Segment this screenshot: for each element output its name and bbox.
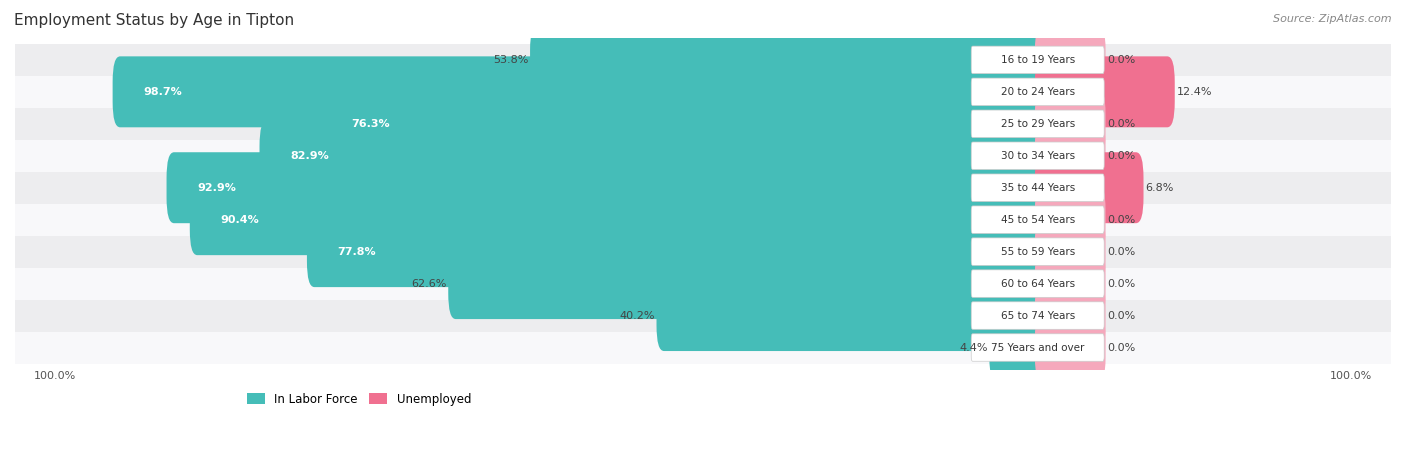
Text: 75 Years and over: 75 Years and over	[991, 342, 1084, 352]
FancyBboxPatch shape	[972, 270, 1104, 297]
FancyBboxPatch shape	[972, 174, 1104, 202]
Text: 100.0%: 100.0%	[34, 370, 76, 381]
Text: 53.8%: 53.8%	[494, 55, 529, 65]
FancyBboxPatch shape	[972, 334, 1104, 361]
Text: 76.3%: 76.3%	[352, 119, 391, 129]
Bar	[15, 268, 1391, 300]
FancyBboxPatch shape	[972, 206, 1104, 234]
Text: 25 to 29 Years: 25 to 29 Years	[1001, 119, 1074, 129]
Text: 40.2%: 40.2%	[619, 310, 655, 320]
Text: Source: ZipAtlas.com: Source: ZipAtlas.com	[1274, 14, 1392, 23]
FancyBboxPatch shape	[972, 110, 1104, 138]
Text: 45 to 54 Years: 45 to 54 Years	[1001, 215, 1074, 225]
Text: 35 to 44 Years: 35 to 44 Years	[1001, 183, 1074, 193]
Text: Employment Status by Age in Tipton: Employment Status by Age in Tipton	[14, 14, 294, 28]
Text: 0.0%: 0.0%	[1108, 119, 1136, 129]
Bar	[15, 76, 1391, 108]
FancyBboxPatch shape	[166, 152, 1045, 223]
FancyBboxPatch shape	[449, 248, 1045, 319]
Text: 16 to 19 Years: 16 to 19 Years	[1001, 55, 1074, 65]
Bar	[15, 332, 1391, 364]
FancyBboxPatch shape	[972, 78, 1104, 106]
FancyBboxPatch shape	[112, 56, 1045, 127]
FancyBboxPatch shape	[1035, 120, 1105, 191]
Text: 4.4%: 4.4%	[959, 342, 987, 352]
Text: 0.0%: 0.0%	[1108, 279, 1136, 288]
FancyBboxPatch shape	[1035, 280, 1105, 351]
FancyBboxPatch shape	[530, 24, 1045, 95]
Text: 0.0%: 0.0%	[1108, 247, 1136, 256]
Text: 0.0%: 0.0%	[1108, 342, 1136, 352]
FancyBboxPatch shape	[972, 302, 1104, 329]
FancyBboxPatch shape	[260, 120, 1045, 191]
Text: 6.8%: 6.8%	[1146, 183, 1174, 193]
FancyBboxPatch shape	[1035, 56, 1175, 127]
Bar	[15, 172, 1391, 204]
Text: 60 to 64 Years: 60 to 64 Years	[1001, 279, 1074, 288]
FancyBboxPatch shape	[1035, 152, 1143, 223]
Bar	[15, 236, 1391, 268]
Text: 0.0%: 0.0%	[1108, 55, 1136, 65]
FancyBboxPatch shape	[972, 46, 1104, 74]
FancyBboxPatch shape	[1035, 312, 1105, 383]
Text: 20 to 24 Years: 20 to 24 Years	[1001, 87, 1074, 97]
FancyBboxPatch shape	[190, 184, 1045, 255]
FancyBboxPatch shape	[990, 312, 1045, 383]
Text: 30 to 34 Years: 30 to 34 Years	[1001, 151, 1074, 161]
Bar	[15, 300, 1391, 332]
Text: 0.0%: 0.0%	[1108, 310, 1136, 320]
FancyBboxPatch shape	[657, 280, 1045, 351]
FancyBboxPatch shape	[321, 88, 1045, 159]
Bar	[15, 44, 1391, 76]
FancyBboxPatch shape	[1035, 88, 1105, 159]
Text: 82.9%: 82.9%	[290, 151, 329, 161]
FancyBboxPatch shape	[1035, 248, 1105, 319]
Bar	[15, 108, 1391, 140]
Text: 65 to 74 Years: 65 to 74 Years	[1001, 310, 1074, 320]
Bar	[15, 140, 1391, 172]
FancyBboxPatch shape	[307, 216, 1045, 287]
Text: 0.0%: 0.0%	[1108, 215, 1136, 225]
FancyBboxPatch shape	[972, 142, 1104, 170]
FancyBboxPatch shape	[1035, 216, 1105, 287]
Text: 77.8%: 77.8%	[337, 247, 377, 256]
Text: 12.4%: 12.4%	[1177, 87, 1212, 97]
Legend: In Labor Force, Unemployed: In Labor Force, Unemployed	[242, 388, 475, 410]
FancyBboxPatch shape	[972, 238, 1104, 266]
Text: 100.0%: 100.0%	[1330, 370, 1372, 381]
Text: 92.9%: 92.9%	[197, 183, 236, 193]
FancyBboxPatch shape	[1035, 184, 1105, 255]
Bar	[15, 204, 1391, 236]
Text: 62.6%: 62.6%	[411, 279, 446, 288]
Text: 90.4%: 90.4%	[221, 215, 259, 225]
Text: 98.7%: 98.7%	[143, 87, 181, 97]
FancyBboxPatch shape	[1035, 24, 1105, 95]
Text: 0.0%: 0.0%	[1108, 151, 1136, 161]
Text: 55 to 59 Years: 55 to 59 Years	[1001, 247, 1074, 256]
